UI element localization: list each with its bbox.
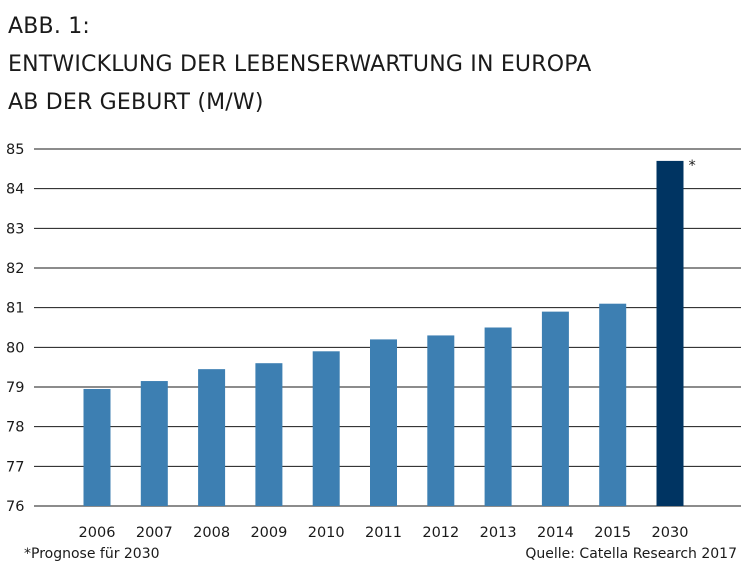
chart-title: ABB. 1: ENTWICKLUNG DER LEBENSERWARTUNG … [8, 8, 592, 122]
x-tick-label: 2006 [79, 525, 116, 541]
bar-2014 [541, 311, 569, 506]
bar-2009 [255, 363, 283, 506]
x-axis-ticks: 2006 2007 2008 2009 2010 2011 2012 2013 2014 2015… [79, 525, 689, 541]
bar-2030 [656, 160, 684, 506]
x-tick-label: 2030 [652, 525, 689, 541]
y-tick-label: 79 [6, 380, 24, 396]
x-tick-label: 2013 [480, 525, 517, 541]
x-tick-label: 2007 [136, 525, 173, 541]
x-tick-label: 2009 [250, 525, 287, 541]
chart-title-line-1: ABB. 1: [8, 14, 91, 39]
bar-2012 [427, 335, 455, 506]
y-tick-label: 82 [6, 261, 24, 277]
x-tick-label: 2015 [594, 525, 631, 541]
x-tick-label: 2011 [365, 525, 402, 541]
bar-2008 [198, 369, 226, 506]
chart-title-line-3: AB DER GEBURT (M/W) [8, 90, 264, 115]
source-note: Quelle: Catella Research 2017 [525, 546, 737, 562]
y-tick-label: 85 [6, 142, 24, 158]
forecast-marker: * [689, 158, 696, 174]
y-axis-ticks: 76 77 78 79 80 81 82 83 84 85 [6, 142, 24, 515]
x-tick-label: 2014 [537, 525, 574, 541]
y-tick-label: 80 [6, 340, 24, 356]
bar-2015 [599, 303, 627, 506]
y-tick-label: 84 [6, 182, 24, 198]
bars: * [83, 158, 696, 506]
y-tick-label: 83 [6, 221, 24, 237]
y-tick-label: 81 [6, 301, 24, 317]
bar-2006 [83, 388, 111, 506]
x-tick-label: 2012 [422, 525, 459, 541]
bar-2013 [484, 327, 512, 506]
bar-2010 [312, 351, 340, 506]
forecast-footnote: *Prognose für 2030 [24, 546, 160, 562]
chart-title-line-2: ENTWICKLUNG DER LEBENSERWARTUNG IN EUROP… [8, 52, 592, 77]
bar-2011 [370, 339, 397, 506]
y-tick-label: 78 [6, 420, 24, 436]
y-tick-label: 76 [6, 499, 24, 515]
x-tick-label: 2008 [193, 525, 230, 541]
x-tick-label: 2010 [308, 525, 345, 541]
bar-2007 [140, 381, 168, 506]
y-tick-label: 77 [6, 459, 24, 475]
